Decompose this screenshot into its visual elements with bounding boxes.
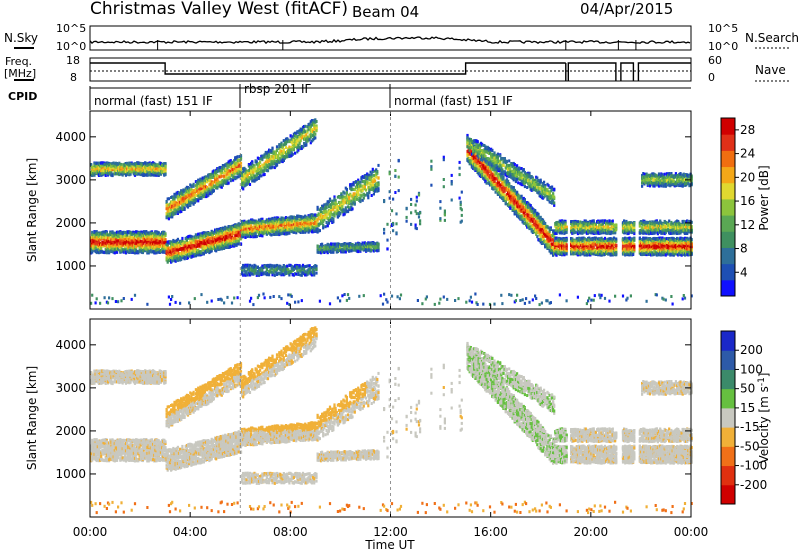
power-swatch xyxy=(721,118,735,135)
cpid-segment-1: normal (fast) 151 IF xyxy=(94,94,213,108)
cpid-segment-2: rbsp 201 IF xyxy=(244,82,311,96)
velocity-swatch xyxy=(721,466,735,486)
x-tick-label: 04:00 xyxy=(173,525,208,539)
x-tick-label: 16:00 xyxy=(473,525,508,539)
y-tick-label: 1000 xyxy=(55,467,86,481)
nave-label: Nave xyxy=(755,63,786,77)
x-axis-label: Time UT xyxy=(364,538,415,552)
velocity-swatch xyxy=(721,369,735,389)
y-tick-label: 4000 xyxy=(55,338,86,352)
freq-unit: [MHz] xyxy=(4,67,36,80)
power-swatch xyxy=(721,134,735,151)
y-tick-label: 3000 xyxy=(55,381,86,395)
velocity-swatch xyxy=(721,485,735,505)
power-swatch xyxy=(721,167,735,184)
velocity-swatch xyxy=(721,350,735,370)
y-tick-label: 2000 xyxy=(55,424,86,438)
power-swatch xyxy=(721,183,735,200)
nave-tick-bottom: 0 xyxy=(708,71,715,84)
power-data xyxy=(90,118,693,306)
y-tick-label: 4000 xyxy=(55,130,86,144)
power-swatch xyxy=(721,150,735,167)
power-colorbar-tick: 12 xyxy=(740,218,755,232)
cpid-strip: CPID normal (fast) 151 IF rbsp 201 IF no… xyxy=(8,82,691,110)
power-panel: 1000 2000 3000 4000 Slant Range [km] 4 8 12 16… xyxy=(25,111,771,309)
velocity-swatch xyxy=(721,427,735,447)
freq-tick-top: 18 xyxy=(66,54,80,67)
velocity-swatch xyxy=(721,446,735,466)
freq-panel: Freq. [MHz] 18 8 60 0 Nave xyxy=(4,54,790,84)
velocity-colorbar-tick: 50 xyxy=(740,382,755,396)
nsearch-label: N.Search xyxy=(745,31,799,45)
beam-label: Beam 04 xyxy=(352,3,419,21)
power-colorbar-tick: 8 xyxy=(740,242,748,256)
velocity-colorbar-tick: -200 xyxy=(740,478,767,492)
power-swatch xyxy=(721,280,735,297)
x-tick-label: 00:00 xyxy=(73,525,108,539)
y-tick-label: 2000 xyxy=(55,216,86,230)
power-colorbar-tick: 4 xyxy=(740,265,748,279)
x-tick-label: 00:00 xyxy=(674,525,709,539)
power-colorbar-tick: 16 xyxy=(740,194,755,208)
power-ylabel: Slant Range [km] xyxy=(25,158,39,262)
power-colorbar: 4 8 12 16 20 24 28 xyxy=(721,118,755,297)
x-tick-label: 08:00 xyxy=(273,525,308,539)
velocity-swatch xyxy=(721,408,735,428)
power-colorbar-tick: 20 xyxy=(740,170,755,184)
velocity-colorbar-tick: 200 xyxy=(740,343,763,357)
y-tick-label: 3000 xyxy=(55,173,86,187)
nave-tick-top: 60 xyxy=(708,54,722,67)
nsky-label: N.Sky xyxy=(4,31,38,45)
power-colorbar-label: Power [dB] xyxy=(757,165,771,230)
power-swatch xyxy=(721,199,735,216)
nsky-tick-top: 10^5 xyxy=(56,22,86,35)
velocity-colorbar-tick: 15 xyxy=(740,401,755,415)
velocity-swatch xyxy=(721,331,735,351)
power-swatch xyxy=(721,231,735,248)
x-tick-label: 12:00 xyxy=(373,525,408,539)
freq-series xyxy=(90,63,691,81)
nsky-tick-bottom: 10^0 xyxy=(56,40,86,53)
power-colorbar-tick: 28 xyxy=(740,123,755,137)
power-colorbar-tick: 24 xyxy=(740,147,755,161)
cpid-segment-3: normal (fast) 151 IF xyxy=(394,94,513,108)
velocity-swatch xyxy=(721,389,735,409)
nsky-panel: N.Sky 10^5 10^0 10^5 10^0 N.Search xyxy=(4,22,799,53)
nsearch-tick-top: 10^5 xyxy=(708,22,738,35)
y-tick-label: 1000 xyxy=(55,259,86,273)
nsearch-tick-bottom: 10^0 xyxy=(708,40,738,53)
x-tick-label: 20:00 xyxy=(574,525,609,539)
date-label: 04/Apr/2015 xyxy=(580,0,673,18)
cpid-label: CPID xyxy=(8,90,37,103)
velocity-ylabel: Slant Range [km] xyxy=(25,366,39,470)
nsky-series xyxy=(90,37,690,43)
power-swatch xyxy=(721,264,735,281)
velocity-data xyxy=(90,326,693,514)
power-swatch xyxy=(721,247,735,264)
velocity-colorbar-label: Velocity [m s-1] xyxy=(757,373,771,464)
freq-tick-bottom: 8 xyxy=(70,71,77,84)
power-swatch xyxy=(721,215,735,232)
figure-title: Christmas Valley West (fitACF) xyxy=(90,0,348,19)
